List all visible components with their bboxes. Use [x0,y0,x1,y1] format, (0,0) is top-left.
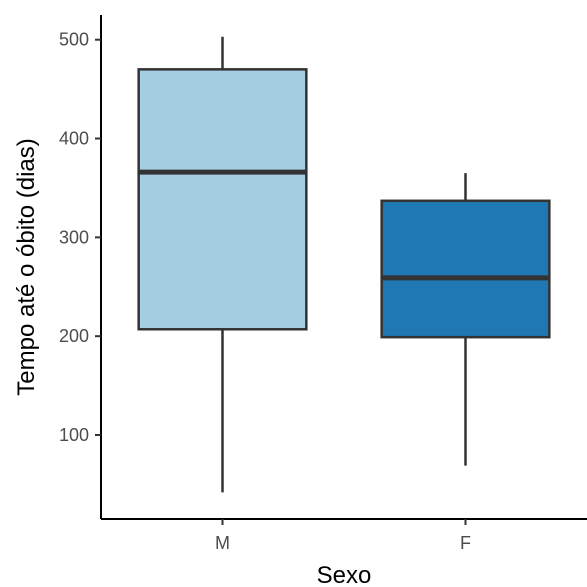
y-axis-title: Tempo até o óbito (dias) [13,138,40,395]
x-axis-title: Sexo [317,562,372,587]
x-tick-label-f: F [460,533,471,553]
box-m [137,36,308,493]
y-tick-label: 100 [59,425,89,445]
box-body [137,68,308,331]
y-tick-label: 400 [59,129,89,149]
y-axis-ticks: 100 200 300 400 500 [59,30,101,445]
box-f [380,173,551,466]
plot-area [137,36,551,493]
x-tick-label-m: M [215,533,230,553]
y-tick-label: 200 [59,326,89,346]
box-body [380,199,551,339]
y-tick-label: 300 [59,227,89,247]
y-tick-label: 500 [59,30,89,50]
